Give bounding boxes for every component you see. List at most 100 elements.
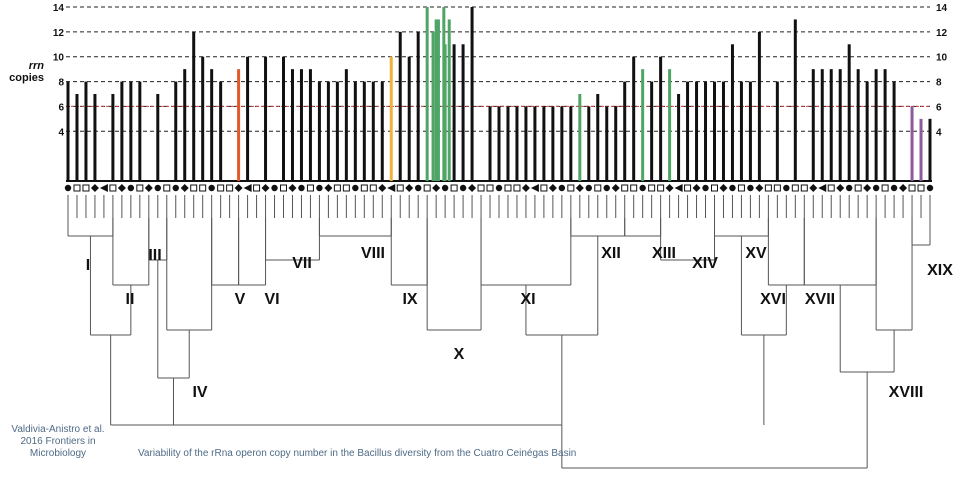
bar-16 bbox=[201, 56, 205, 181]
bar-51 bbox=[515, 106, 519, 181]
symbol-19 bbox=[226, 184, 234, 192]
bar-65 bbox=[641, 69, 645, 181]
y-axis-title-rrn: rrn bbox=[28, 60, 44, 72]
bar-50 bbox=[506, 106, 510, 181]
bar-87 bbox=[838, 69, 842, 181]
symbol-45 bbox=[459, 184, 467, 192]
bar-13 bbox=[174, 81, 178, 181]
symbol-89 bbox=[854, 184, 862, 192]
symbol-6 bbox=[109, 184, 117, 192]
credit-line-3: Microbiology bbox=[29, 448, 87, 459]
clade-label-XV: XV bbox=[745, 245, 767, 262]
bars bbox=[66, 7, 932, 182]
clade-label-XVII: XVII bbox=[805, 291, 835, 308]
bar-35 bbox=[371, 81, 375, 181]
bar-32 bbox=[344, 69, 348, 181]
clade-label-XIV: XIV bbox=[692, 255, 718, 272]
bar-95 bbox=[910, 106, 914, 181]
bar-71 bbox=[695, 81, 699, 181]
bar-62 bbox=[614, 106, 618, 181]
symbol-39 bbox=[405, 184, 414, 192]
y-tick-labels: 4 4 6 6 8 8 10 10 12 12 14 14 bbox=[53, 3, 948, 138]
symbol-36 bbox=[378, 184, 387, 192]
bar-11 bbox=[156, 94, 160, 181]
ytick-left-10: 10 bbox=[53, 53, 65, 64]
symbol-83 bbox=[800, 184, 808, 192]
bar-41 bbox=[425, 7, 429, 181]
bar-89 bbox=[856, 69, 860, 181]
bar-53 bbox=[533, 106, 537, 181]
bar-1 bbox=[66, 81, 70, 181]
symbol-62 bbox=[611, 184, 620, 192]
symbol-10 bbox=[144, 184, 153, 192]
clade-label-III: III bbox=[148, 247, 161, 264]
clade-label-IV: IV bbox=[192, 384, 207, 401]
symbol-41 bbox=[423, 184, 431, 192]
caption: Variability of the rRna operon copy numb… bbox=[138, 448, 577, 459]
symbol-48 bbox=[486, 184, 494, 192]
bar-green-cluster-2 bbox=[436, 19, 440, 181]
symbol-21 bbox=[243, 184, 252, 192]
bar-7 bbox=[120, 81, 124, 181]
symbol-33 bbox=[352, 184, 359, 192]
symbol-30 bbox=[324, 184, 333, 192]
symbol-22 bbox=[253, 184, 261, 192]
bar-48 bbox=[488, 106, 492, 181]
symbol-16 bbox=[199, 184, 207, 192]
symbol-94 bbox=[899, 184, 908, 192]
symbol-97 bbox=[926, 184, 934, 192]
bar-green-cluster-1 bbox=[431, 31, 435, 181]
symbol-55 bbox=[548, 184, 557, 192]
bar-37 bbox=[389, 56, 393, 181]
bar-27 bbox=[299, 69, 303, 181]
symbol-47 bbox=[477, 184, 485, 192]
symbol-1 bbox=[64, 184, 72, 192]
bar-42 bbox=[434, 19, 438, 181]
bar-80 bbox=[775, 81, 779, 181]
symbol-2 bbox=[73, 184, 81, 192]
symbol-42 bbox=[432, 184, 441, 192]
symbol-91 bbox=[872, 184, 880, 192]
bar-76 bbox=[739, 81, 743, 181]
symbol-67 bbox=[657, 184, 665, 192]
bar-82 bbox=[793, 19, 797, 181]
symbol-54 bbox=[540, 184, 548, 192]
bar-88 bbox=[847, 44, 851, 182]
bar-36 bbox=[380, 81, 384, 181]
clade-label-IX: IX bbox=[402, 291, 417, 308]
bar-44 bbox=[452, 44, 456, 182]
symbol-65 bbox=[639, 184, 646, 192]
bar-92 bbox=[883, 69, 887, 181]
credit-line-1: Valdivia-Anistro et al. bbox=[11, 424, 105, 435]
bar-59 bbox=[587, 106, 591, 181]
bar-28 bbox=[308, 69, 312, 181]
bar-72 bbox=[704, 81, 708, 181]
clade-label-II: II bbox=[126, 291, 135, 308]
bar-20 bbox=[237, 69, 241, 181]
strain-symbols bbox=[64, 184, 934, 192]
bar-38 bbox=[398, 31, 402, 181]
credit: Valdivia-Anistro et al. 2016 Frontiers i… bbox=[0, 424, 116, 460]
symbol-4 bbox=[90, 184, 99, 192]
bar-45 bbox=[461, 44, 465, 182]
ytick-right-14: 14 bbox=[936, 3, 948, 14]
bar-46 bbox=[470, 7, 474, 181]
symbol-77 bbox=[747, 184, 754, 192]
symbol-18 bbox=[217, 184, 225, 192]
symbol-59 bbox=[585, 184, 592, 192]
symbol-71 bbox=[692, 184, 701, 192]
bar-8 bbox=[129, 81, 133, 181]
symbol-34 bbox=[360, 184, 368, 192]
symbol-28 bbox=[306, 184, 314, 192]
symbol-15 bbox=[190, 184, 198, 192]
symbol-66 bbox=[648, 184, 656, 192]
symbol-52 bbox=[521, 184, 530, 192]
bar-56 bbox=[560, 106, 564, 181]
clade-label-V: V bbox=[235, 291, 246, 308]
clade-label-XVI: XVI bbox=[760, 291, 786, 308]
credit-line-2: 2016 Frontiers in bbox=[20, 436, 96, 447]
symbol-43 bbox=[441, 184, 449, 192]
bar-61 bbox=[605, 106, 609, 181]
